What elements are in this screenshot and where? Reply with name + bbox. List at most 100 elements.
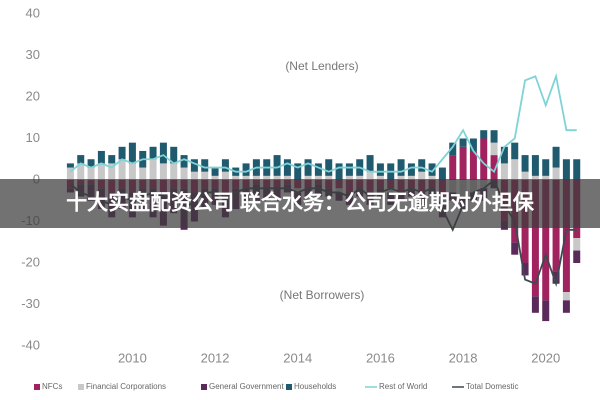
bar bbox=[190, 171, 198, 180]
bar bbox=[345, 175, 353, 180]
bar bbox=[542, 175, 550, 180]
bar bbox=[252, 175, 260, 180]
bar bbox=[149, 146, 157, 160]
x-tick-label: 2010 bbox=[118, 350, 147, 365]
bar bbox=[500, 146, 508, 164]
bar bbox=[480, 138, 488, 180]
legend-label: General Government bbox=[209, 382, 284, 391]
bar bbox=[418, 171, 426, 180]
annotation: (Net Lenders) bbox=[285, 59, 358, 73]
bar bbox=[211, 167, 219, 176]
bar bbox=[428, 163, 436, 176]
x-tick-label: 2014 bbox=[283, 350, 312, 365]
bar bbox=[118, 159, 126, 180]
bar bbox=[345, 163, 353, 176]
bar bbox=[242, 175, 250, 180]
bar bbox=[511, 159, 519, 180]
bar bbox=[562, 300, 570, 313]
bar bbox=[376, 175, 384, 180]
y-tick-label: 0 bbox=[33, 171, 40, 186]
legend-label: Total Domestic bbox=[466, 382, 518, 391]
bar bbox=[221, 159, 229, 172]
line bbox=[69, 72, 577, 174]
bar bbox=[573, 250, 581, 263]
bar bbox=[490, 155, 498, 180]
bar bbox=[552, 167, 560, 180]
y-tick-label: -40 bbox=[21, 337, 40, 352]
bar bbox=[490, 142, 498, 156]
legend-label: Households bbox=[294, 382, 336, 391]
bar bbox=[542, 159, 550, 176]
bar bbox=[428, 175, 436, 180]
legend-swatch bbox=[286, 384, 292, 390]
bar bbox=[97, 163, 105, 180]
bar bbox=[490, 130, 498, 143]
legend-label: Financial Corporations bbox=[86, 382, 166, 391]
bar bbox=[521, 263, 529, 276]
y-tick-label: 30 bbox=[26, 47, 40, 62]
bar bbox=[562, 180, 570, 293]
legend-swatch bbox=[34, 384, 40, 390]
bar bbox=[108, 155, 116, 164]
bar bbox=[521, 155, 529, 172]
legend-swatch bbox=[78, 384, 84, 390]
bar bbox=[459, 138, 467, 147]
bar bbox=[531, 175, 539, 180]
bar bbox=[511, 142, 519, 160]
bar bbox=[190, 159, 198, 172]
bar bbox=[97, 150, 105, 164]
bar bbox=[418, 159, 426, 172]
bar bbox=[552, 271, 560, 284]
bar bbox=[521, 171, 529, 180]
bar bbox=[159, 142, 167, 164]
bar bbox=[304, 175, 312, 180]
bar bbox=[201, 159, 209, 172]
banner-text: 十大实盘配资公司 联合水务：公司无逾期对外担保 bbox=[66, 191, 535, 215]
bar bbox=[469, 150, 477, 180]
bar bbox=[335, 163, 343, 180]
bar bbox=[201, 171, 209, 180]
bar bbox=[170, 163, 178, 180]
bar bbox=[232, 175, 240, 180]
bar bbox=[283, 159, 291, 176]
legend-swatch bbox=[201, 384, 207, 390]
bar bbox=[128, 142, 136, 164]
bar bbox=[542, 300, 550, 322]
bar bbox=[562, 159, 570, 180]
bar bbox=[366, 171, 374, 180]
bar bbox=[531, 180, 539, 297]
y-tick-label: -30 bbox=[21, 296, 40, 311]
bar bbox=[263, 175, 271, 180]
y-tick-label: 40 bbox=[26, 5, 40, 20]
bar bbox=[573, 159, 581, 180]
bar bbox=[531, 155, 539, 176]
x-tick-label: 2018 bbox=[449, 350, 478, 365]
bar bbox=[542, 180, 550, 301]
bar bbox=[573, 238, 581, 251]
bar bbox=[87, 167, 95, 180]
bar bbox=[77, 163, 85, 180]
bar bbox=[211, 175, 219, 180]
bar bbox=[314, 175, 322, 180]
bar bbox=[397, 159, 405, 176]
bar bbox=[77, 155, 85, 164]
bar bbox=[294, 163, 302, 180]
y-tick-label: -20 bbox=[21, 254, 40, 269]
bar bbox=[469, 138, 477, 151]
bar bbox=[438, 167, 446, 180]
bar bbox=[180, 167, 188, 180]
legend-label: NFCs bbox=[42, 382, 62, 391]
x-tick-label: 2016 bbox=[366, 350, 395, 365]
bar bbox=[139, 167, 147, 180]
bar bbox=[480, 130, 488, 139]
bar bbox=[273, 175, 281, 180]
bar bbox=[562, 292, 570, 301]
bar bbox=[149, 159, 157, 180]
bar bbox=[304, 159, 312, 176]
x-tick-label: 2020 bbox=[531, 350, 560, 365]
bar bbox=[449, 142, 457, 156]
bar bbox=[159, 163, 167, 180]
bar bbox=[376, 163, 384, 176]
bar bbox=[128, 163, 136, 180]
